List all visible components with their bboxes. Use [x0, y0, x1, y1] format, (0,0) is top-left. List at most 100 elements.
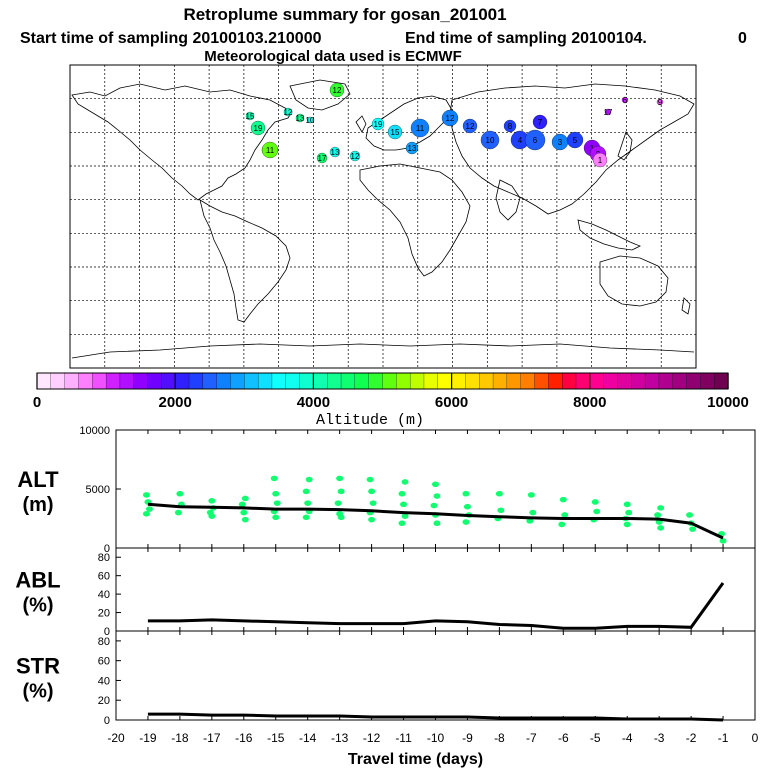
- scatter-point: [273, 500, 281, 506]
- plume-circle: [349, 150, 361, 162]
- altitude-colorbar: 0 2000 4000 6000 8000 10000 Altitude (m): [33, 372, 749, 429]
- plume-marker: 12: [462, 118, 478, 134]
- colorbar-cells: [36, 372, 729, 390]
- x-tick-label: -15: [267, 731, 285, 745]
- scatter-point: [369, 500, 377, 506]
- colorbar-cell: [340, 372, 356, 390]
- scatter-point: [526, 518, 534, 524]
- plume-circle: [441, 109, 459, 127]
- scatter-point: [337, 514, 345, 521]
- coast-africa: [359, 163, 471, 277]
- plume-markers: 1219151312101811171312191513111212108476…: [246, 82, 664, 168]
- plume-marker: 13: [329, 146, 341, 158]
- plume-circle: [462, 118, 478, 134]
- colorbar-cell: [50, 372, 66, 390]
- scatter-point: [462, 519, 470, 525]
- colorbar-cell: [437, 372, 453, 390]
- scatter-point: [433, 493, 441, 499]
- colorbar-cell: [244, 372, 259, 390]
- scatter-point: [270, 475, 278, 482]
- scatter-point: [208, 513, 216, 519]
- plume-circle: [371, 117, 385, 131]
- end-time-value: 0: [738, 30, 747, 47]
- x-tick-label: -2: [686, 731, 697, 745]
- scatter-point: [657, 525, 665, 531]
- plume-circle: [604, 108, 612, 116]
- time-series-panels: ALT(m)0500010000ABL(%)020406080STR(%)020…: [15, 425, 758, 768]
- plume-label: 13: [331, 148, 340, 157]
- plume-marker: 12: [349, 150, 361, 162]
- series-line: [147, 502, 724, 540]
- scatter-point: [527, 492, 535, 498]
- plume-circle: [503, 119, 517, 133]
- x-tick-label: -8: [494, 731, 505, 745]
- panel-label: STR: [16, 654, 60, 679]
- colorbar-tick-label: 10000: [707, 394, 749, 411]
- scatter-point: [302, 514, 310, 521]
- panel-frame: [115, 630, 756, 721]
- plume-marker: 10: [306, 116, 315, 125]
- colorbar-cell: [216, 372, 232, 390]
- scatter-point: [591, 499, 599, 505]
- plume-label: 12: [333, 86, 342, 95]
- colorbar-cell: [368, 372, 384, 390]
- plume-marker: 17: [604, 108, 613, 117]
- plume-label: 5: [573, 136, 578, 145]
- scatter-point: [495, 490, 503, 497]
- x-tick-label: -6: [558, 731, 569, 745]
- plume-label: 15: [391, 128, 400, 137]
- plume-marker: 7: [532, 114, 548, 130]
- plume-circle: [261, 141, 279, 159]
- plume-label: 12: [446, 114, 455, 123]
- plume-marker: 19: [250, 120, 266, 136]
- scatter-point: [272, 490, 280, 497]
- colorbar-cell: [658, 372, 674, 390]
- plume-label: 3: [558, 138, 563, 147]
- scatter-point: [400, 501, 408, 508]
- plume-circle: [410, 118, 430, 138]
- scatter-point: [142, 510, 150, 517]
- coast-india: [495, 179, 521, 221]
- plume-circle: [524, 129, 546, 151]
- plume-label: 6: [623, 96, 628, 105]
- plume-marker: 8: [503, 119, 517, 133]
- plume-circle: [621, 96, 629, 104]
- panel-unit: (%): [22, 681, 53, 703]
- scatter-point: [337, 488, 345, 495]
- colorbar-cell: [313, 372, 328, 390]
- colorbar-tick-label: 0: [33, 394, 41, 411]
- scatter-point: [433, 520, 441, 527]
- panel-unit: (%): [22, 595, 53, 617]
- plume-label: 12: [466, 122, 475, 131]
- colorbar-cell: [686, 372, 702, 390]
- plume-marker: 15: [387, 124, 403, 140]
- y-tick-label: 60: [98, 571, 110, 583]
- y-tick-label: 0: [104, 715, 110, 727]
- colorbar-cell: [147, 372, 163, 390]
- y-tick-label: 40: [98, 589, 110, 601]
- scatter-point: [497, 507, 505, 514]
- plume-marker: 11: [410, 118, 430, 138]
- colorbar-cell: [672, 372, 688, 390]
- coast-greenland: [289, 79, 351, 111]
- plume-circle: [329, 146, 341, 158]
- colorbar-cell: [230, 372, 245, 390]
- plume-marker: 12: [284, 107, 293, 117]
- colorbar-cell: [451, 372, 467, 390]
- scatter-point: [305, 476, 313, 483]
- colorbar-cell: [396, 372, 411, 390]
- plume-marker: 6: [621, 96, 629, 105]
- plume-label: 17: [604, 108, 613, 117]
- scatter-point: [176, 490, 184, 497]
- scatter-point: [623, 501, 631, 508]
- colorbar-cell: [700, 372, 715, 390]
- colorbar-cell: [562, 372, 577, 390]
- colorbar-cell: [119, 372, 135, 390]
- plume-circle: [656, 98, 664, 106]
- scatter-point: [561, 512, 569, 518]
- scatter-point: [336, 475, 344, 482]
- plume-circle: [295, 113, 305, 123]
- plume-circle: [329, 82, 345, 98]
- x-tick-label: -4: [622, 731, 633, 745]
- plume-circle: [566, 131, 584, 149]
